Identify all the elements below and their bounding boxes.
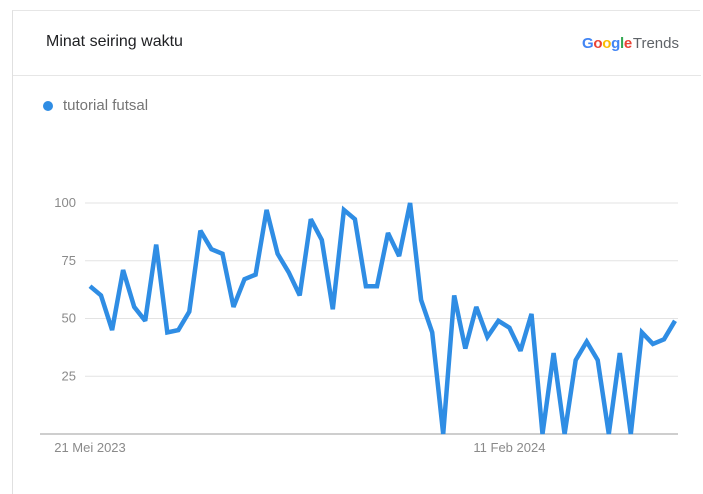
data-point[interactable] — [197, 228, 203, 234]
data-point[interactable] — [186, 309, 192, 315]
chart-legend: tutorial futsal — [43, 97, 148, 114]
data-point[interactable] — [562, 431, 568, 437]
data-point[interactable] — [418, 297, 424, 303]
data-point[interactable] — [142, 318, 148, 324]
data-point[interactable] — [319, 237, 325, 243]
data-point[interactable] — [153, 242, 159, 248]
data-point[interactable] — [385, 230, 391, 236]
data-point[interactable] — [175, 327, 181, 333]
y-tick-label-25: 25 — [62, 368, 76, 383]
data-point[interactable] — [407, 200, 413, 206]
data-point[interactable] — [639, 329, 645, 335]
trends-wordmark: Trends — [632, 35, 679, 52]
data-point[interactable] — [451, 292, 457, 298]
y-tick-label-75: 75 — [62, 253, 76, 268]
data-point[interactable] — [374, 283, 380, 289]
data-point[interactable] — [341, 207, 347, 213]
data-point[interactable] — [208, 246, 214, 252]
y-tick-label-100: 100 — [54, 195, 76, 210]
data-point[interactable] — [109, 327, 115, 333]
data-point[interactable] — [131, 304, 137, 310]
data-point[interactable] — [540, 431, 546, 437]
data-point[interactable] — [264, 207, 270, 213]
x-tick-label-1: 11 Feb 2024 — [473, 440, 545, 455]
data-point[interactable] — [253, 272, 259, 278]
data-point[interactable] — [551, 350, 557, 356]
data-point[interactable] — [308, 216, 314, 222]
data-point[interactable] — [363, 283, 369, 289]
data-point[interactable] — [595, 357, 601, 363]
data-point[interactable] — [529, 311, 535, 317]
data-point[interactable] — [242, 276, 248, 282]
google-trends-logo: GoogleTrends — [582, 35, 679, 52]
data-point[interactable] — [230, 304, 236, 310]
data-point[interactable] — [517, 348, 523, 354]
data-point[interactable] — [584, 339, 590, 345]
data-point[interactable] — [462, 346, 468, 352]
card-header: Minat seiring waktu GoogleTrends — [13, 11, 701, 76]
data-point[interactable] — [661, 336, 667, 342]
data-point[interactable] — [286, 269, 292, 275]
data-point[interactable] — [650, 341, 656, 347]
data-point[interactable] — [98, 292, 104, 298]
data-point[interactable] — [330, 306, 336, 312]
data-point[interactable] — [495, 318, 501, 324]
data-point[interactable] — [87, 283, 93, 289]
data-point[interactable] — [120, 267, 126, 273]
data-point[interactable] — [275, 251, 281, 257]
google-wordmark: Google — [581, 35, 632, 52]
data-point[interactable] — [429, 329, 435, 335]
card-title: Minat seiring waktu — [46, 33, 183, 50]
series-line-tutorial-futsal — [88, 202, 677, 435]
data-point[interactable] — [573, 357, 579, 363]
data-point[interactable] — [219, 251, 225, 257]
data-point[interactable] — [606, 431, 612, 437]
data-point[interactable] — [352, 216, 358, 222]
interest-over-time-card: Minat seiring waktu GoogleTrends tutoria… — [12, 10, 701, 494]
data-point[interactable] — [396, 253, 402, 259]
data-point[interactable] — [164, 329, 170, 335]
x-tick-label-0: 21 Mei 2023 — [54, 440, 126, 455]
legend-marker — [43, 100, 53, 111]
data-point[interactable] — [506, 325, 512, 331]
data-point[interactable] — [473, 304, 479, 310]
data-point[interactable] — [440, 431, 446, 437]
data-point[interactable] — [628, 431, 634, 437]
data-point[interactable] — [484, 334, 490, 340]
data-point[interactable] — [672, 318, 678, 324]
y-tick-label-50: 50 — [62, 311, 76, 326]
legend-series-label: tutorial futsal — [63, 97, 149, 114]
data-point[interactable] — [617, 350, 623, 356]
data-point[interactable] — [297, 292, 303, 298]
